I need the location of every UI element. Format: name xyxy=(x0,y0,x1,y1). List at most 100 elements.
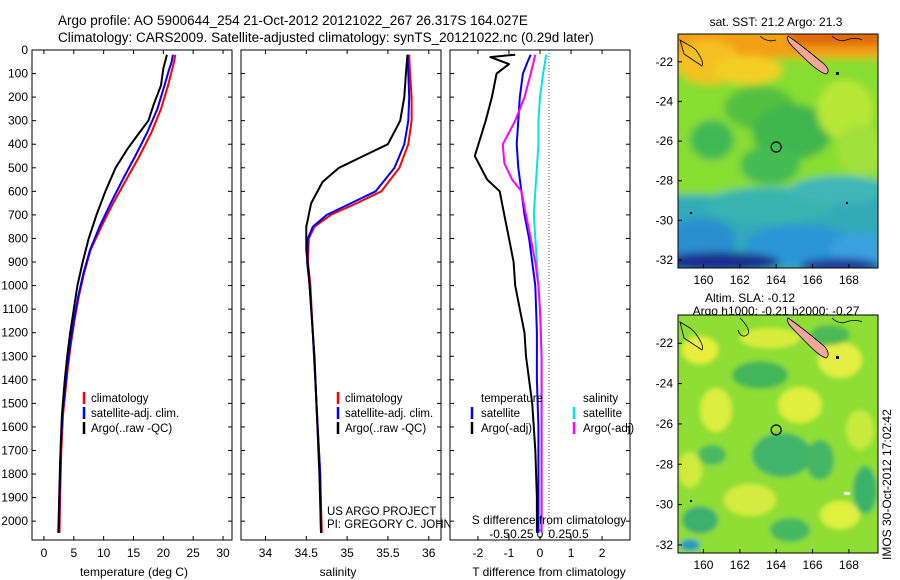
map-y-tick-label: -26 xyxy=(656,417,674,431)
legend-label-climatology: climatology xyxy=(91,393,149,405)
map-y-tick-label: -26 xyxy=(656,134,674,148)
map-x-tick-label: 162 xyxy=(730,558,750,572)
y-tick-label: 2000 xyxy=(1,514,28,528)
y-tick-label: 1100 xyxy=(2,302,28,316)
y-tick-label: 1500 xyxy=(1,396,28,410)
x2-tick-label: -0.25 xyxy=(506,527,534,541)
map-x-tick-label: 160 xyxy=(693,273,713,287)
map-x-tick-label: 160 xyxy=(693,558,713,572)
x-tick-label: 2 xyxy=(599,546,606,560)
x-tick-label: -2 xyxy=(473,546,484,560)
x2-tick-label: -0.5 xyxy=(489,527,510,541)
x-tick-label: 10 xyxy=(97,546,111,560)
y-tick-label: 1400 xyxy=(1,373,28,387)
legend-label-sal-satellite: satellite xyxy=(583,408,622,420)
legend-label-temp-satellite: satellite xyxy=(481,408,520,420)
pi-label: PI: GREGORY C. JOHNSON xyxy=(327,519,477,531)
series-line-temperature-argo xyxy=(473,53,538,533)
x-tick-label: 34.5 xyxy=(295,546,319,560)
y-tick-label: 0 xyxy=(21,43,28,57)
sla-map-frame xyxy=(677,314,879,554)
legend-label-temp-argo: Argo(-adj) xyxy=(481,423,532,435)
difference-panel: -2 -1 0 1 2 -0.5-0.25 0 0.25 0.5 S difference fr… xyxy=(449,49,634,579)
map-x-tick-label: 168 xyxy=(839,273,859,287)
x-tick-label: 25 xyxy=(187,546,201,560)
map-y-tick-label: -32 xyxy=(656,253,674,267)
x-tick-label: 0 xyxy=(41,546,48,560)
x-tick-label: 35 xyxy=(340,546,354,560)
legend-label-argo: Argo(..raw -QC) xyxy=(91,423,172,435)
figure-title-line-1: Argo profile: AO 5900644_254 21-Oct-2012… xyxy=(58,13,528,28)
legend-heading-temperature: temperature xyxy=(481,393,543,405)
y-tick-label: 900 xyxy=(8,255,28,269)
y-tick-label: 1000 xyxy=(1,279,28,293)
legend-label-argo: Argo(..raw -QC) xyxy=(345,423,426,435)
series-line-salinity-argo xyxy=(501,54,543,533)
salinity-xlabel: salinity xyxy=(320,565,357,579)
map-y-tick-label: -32 xyxy=(656,538,674,552)
argo-location-marker xyxy=(770,141,782,153)
series-line-temperature-satellite xyxy=(515,54,540,533)
y-tick-label: 400 xyxy=(8,137,28,151)
x-tick-label: 34 xyxy=(259,546,273,560)
y-tick-label: 800 xyxy=(8,231,28,245)
map-x-tick-label: 168 xyxy=(839,558,859,572)
temperature-xlabel: temperature (deg C) xyxy=(80,565,188,579)
s-difference-xlabel: S difference from climatology xyxy=(472,513,627,527)
x-tick-label: 1 xyxy=(568,546,575,560)
map-y-tick-label: -30 xyxy=(656,498,674,512)
sst-map-frame xyxy=(677,33,879,269)
map-y-tick-label: -24 xyxy=(656,94,674,108)
legend-label-satellite: satellite-adj. clim. xyxy=(91,408,179,420)
temperature-panel: 0100200300400500600700800900100011001200… xyxy=(1,43,233,579)
legend-label-satellite: satellite-adj. clim. xyxy=(345,408,433,420)
x-tick-label: 15 xyxy=(127,546,141,560)
x-tick-label: 35.5 xyxy=(376,546,400,560)
salinity-panel: 34 34.5 35 35.5 36 salinity climatology sate… xyxy=(240,49,477,579)
x-tick-label: 30 xyxy=(216,546,230,560)
legend-heading-salinity: salinity xyxy=(583,393,618,405)
y-tick-label: 700 xyxy=(8,208,28,222)
x2-tick-label: 0.25 xyxy=(548,527,572,541)
map-x-tick-label: 166 xyxy=(803,558,823,572)
sst-map: sat. SST: 21.2 Argo: 21.3 xyxy=(656,15,879,287)
temperature-axes-box xyxy=(31,49,233,541)
difference-legend: temperature salinity satellite Argo(-adj… xyxy=(470,393,634,435)
salinity-legend: climatology satellite-adj. clim. Argo(..… xyxy=(336,392,433,435)
map-y-tick-label: -28 xyxy=(656,174,674,188)
y-tick-label: 1600 xyxy=(1,420,28,434)
series-line-argo xyxy=(305,54,409,533)
map-x-tick-label: 166 xyxy=(803,273,823,287)
map-x-tick-label: 162 xyxy=(730,273,750,287)
salinity-axes-box xyxy=(240,49,442,541)
argo-location-marker xyxy=(770,424,782,436)
map-y-tick-label: -22 xyxy=(656,55,674,69)
sla-map: Altim. SLA: -0.12 Argo h1000: -0.21 h200… xyxy=(656,291,879,572)
y-tick-label: 200 xyxy=(8,90,28,104)
x-tick-label: 0 xyxy=(537,546,544,560)
y-tick-label: 100 xyxy=(8,67,28,81)
x2-tick-label: 0 xyxy=(537,527,544,541)
y-tick-label: 1700 xyxy=(1,443,28,457)
map-y-tick-label: -30 xyxy=(656,213,674,227)
project-label: US ARGO PROJECT xyxy=(327,506,436,518)
map-y-tick-label: -22 xyxy=(656,336,674,350)
y-tick-label: 300 xyxy=(8,114,28,128)
y-tick-label: 500 xyxy=(8,161,28,175)
sla-map-title-line-1: Altim. SLA: -0.12 xyxy=(705,291,795,305)
t-difference-xlabel: T difference from climatology xyxy=(472,565,626,579)
y-tick-label: 600 xyxy=(8,184,28,198)
y-tick-label: 1300 xyxy=(1,349,28,363)
sst-map-title: sat. SST: 21.2 Argo: 21.3 xyxy=(710,15,843,29)
map-x-tick-label: 164 xyxy=(766,558,786,572)
y-tick-label: 1800 xyxy=(1,467,28,481)
series-line-argo xyxy=(57,54,168,533)
x-tick-label: 5 xyxy=(70,546,77,560)
y-tick-label: 1200 xyxy=(1,326,28,340)
map-y-tick-label: -24 xyxy=(656,377,674,391)
map-x-tick-label: 164 xyxy=(766,273,786,287)
figure-title-line-2: Climatology: CARS2009. Satellite-adjuste… xyxy=(58,30,594,45)
legend-label-climatology: climatology xyxy=(345,393,403,405)
x2-tick-label: 0.5 xyxy=(572,527,589,541)
